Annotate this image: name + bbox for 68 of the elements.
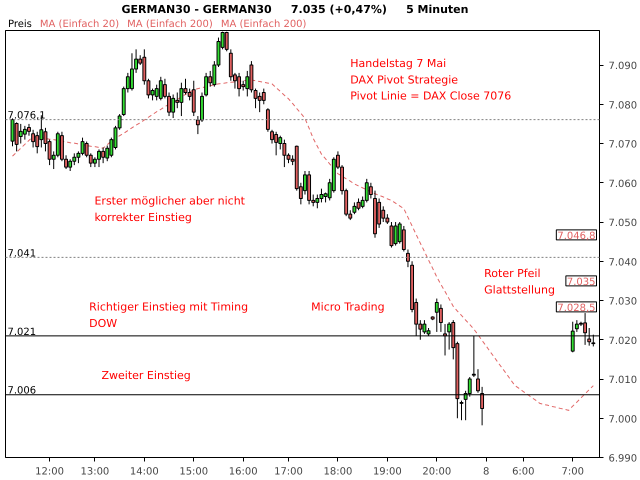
annotation: 7.046,8 bbox=[557, 230, 596, 242]
candlestick bbox=[35, 131, 40, 154]
candlestick bbox=[390, 222, 394, 248]
x-tick-label: 6:00 bbox=[512, 466, 535, 478]
candlestick bbox=[258, 92, 262, 113]
text: MA (Einfach 20) bbox=[40, 19, 120, 30]
y-tick-label: 7.040 bbox=[608, 257, 638, 268]
candlestick bbox=[262, 88, 266, 105]
candlestick bbox=[434, 298, 439, 332]
ref-line-label: 7.021 bbox=[8, 326, 36, 338]
y-tick-label: 7.010 bbox=[608, 375, 638, 386]
candlestick bbox=[130, 52, 134, 92]
x-tick-label: 17:00 bbox=[274, 466, 303, 478]
candlestick bbox=[97, 148, 101, 168]
ref-line-label: 7.076,1 bbox=[8, 110, 46, 122]
y-tick-label: 7.020 bbox=[608, 336, 638, 347]
y-tick-label: 7.000 bbox=[608, 414, 638, 426]
x-tick-label: 18:00 bbox=[324, 466, 352, 478]
y-tick-label: 7.090 bbox=[608, 61, 638, 72]
candlestick bbox=[179, 82, 184, 117]
x-tick-label: 20:00 bbox=[422, 466, 452, 478]
candlestick bbox=[381, 206, 386, 223]
x-tick-label: 16:00 bbox=[228, 466, 258, 478]
annotation: Micro Trading bbox=[311, 300, 385, 314]
candlestick bbox=[101, 146, 106, 164]
candlestick bbox=[356, 198, 360, 211]
y-tick-label: 7.030 bbox=[608, 296, 638, 308]
y-tick-label: 7.070 bbox=[608, 140, 638, 151]
y-tick-label: 7.050 bbox=[608, 218, 638, 230]
candlestick bbox=[18, 123, 23, 144]
candlestick bbox=[68, 158, 72, 172]
x-tick-label: 8 bbox=[483, 466, 490, 478]
annotation: Zweiter Einstieg bbox=[101, 369, 191, 382]
candlestick bbox=[402, 225, 406, 252]
candlestick bbox=[14, 122, 19, 152]
annotation: Roter Pfeil Glattstellung bbox=[484, 267, 555, 296]
candlestick bbox=[274, 131, 278, 156]
text: Preis bbox=[8, 19, 32, 30]
candlestick bbox=[394, 222, 398, 246]
candlestick bbox=[282, 139, 286, 168]
candlestick bbox=[574, 320, 579, 332]
text: MA (Einfach 200) bbox=[220, 19, 306, 30]
annotation: 7.028,5 bbox=[557, 302, 596, 314]
candlestick bbox=[364, 178, 369, 203]
x-tick-label: 15:00 bbox=[179, 466, 208, 478]
candlestick bbox=[171, 94, 176, 119]
annotation: 7.035 bbox=[566, 276, 596, 288]
x-tick-label: 14:00 bbox=[130, 466, 159, 478]
candlestick bbox=[154, 84, 159, 101]
candlestick bbox=[385, 214, 390, 224]
y-tick-label: 6.990 bbox=[608, 454, 638, 464]
candlestick bbox=[22, 125, 27, 140]
annotation: Richtiger Einstieg mit Timing DOW bbox=[89, 300, 248, 330]
ref-line-label: 7.006 bbox=[8, 386, 36, 397]
ref-line-label: 7.041 bbox=[8, 248, 36, 260]
text: MA (Einfach 200) bbox=[127, 19, 213, 30]
candlestick bbox=[175, 92, 180, 109]
x-tick-label: 12:00 bbox=[35, 466, 64, 478]
y-tick-label: 7.080 bbox=[608, 100, 638, 112]
x-tick-label: 7:00 bbox=[561, 466, 584, 478]
candlestick bbox=[56, 131, 60, 158]
annotation: Handelstag 7 Mai DAX Pivot Strategie Pivot Linie = DAX Close 7076 bbox=[350, 57, 512, 103]
y-tick-label: 7.060 bbox=[608, 178, 638, 190]
candlestick bbox=[158, 76, 163, 101]
x-tick-label: 19:00 bbox=[372, 466, 402, 478]
annotation: Erster möglicher aber nicht korrekter Einstieg bbox=[94, 194, 246, 224]
x-tick-label: 13:00 bbox=[80, 466, 110, 478]
chart-title: GERMAN30 - GERMAN30 7.035 (+0,47%) 5 Minuten bbox=[120, 2, 470, 18]
